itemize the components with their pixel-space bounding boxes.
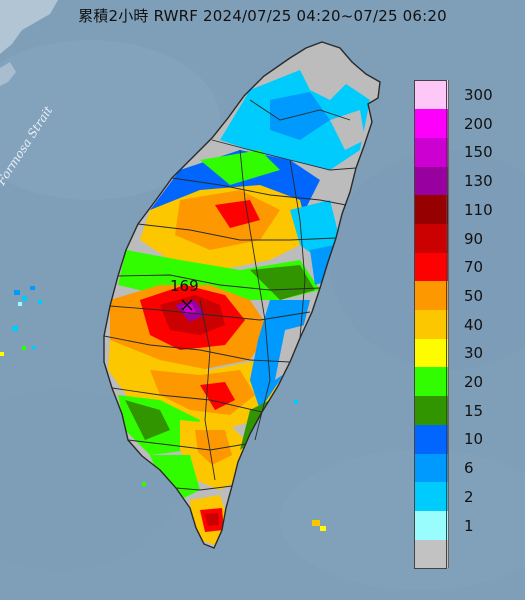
taiwan-island: [103, 41, 381, 549]
offshore-rain-cells: [0, 286, 326, 531]
legend-label: 1: [464, 516, 474, 535]
legend-label: 150: [464, 143, 493, 162]
county-borders: [103, 99, 357, 491]
legend-label: 30: [464, 344, 484, 363]
legend-label: 70: [464, 258, 484, 277]
legend-label: 110: [464, 200, 493, 219]
legend-swatch: [414, 395, 449, 425]
legend-label: 50: [464, 286, 484, 305]
legend-swatch: [414, 510, 449, 540]
legend-label: 130: [464, 172, 493, 191]
legend-swatch: [414, 80, 449, 110]
legend-swatch: [414, 166, 449, 196]
legend-swatch: [414, 338, 449, 368]
legend-swatch: [414, 453, 449, 483]
legend-swatch: [414, 481, 449, 511]
legend-swatch: [414, 539, 449, 569]
legend-label: 90: [464, 229, 484, 248]
legend-label: 6: [464, 459, 474, 478]
legend-swatch: [414, 367, 449, 397]
legend-label: 10: [464, 430, 484, 449]
legend-swatch: [414, 194, 449, 224]
legend-label: 300: [464, 86, 493, 104]
legend-swatch: [414, 424, 449, 454]
max-rainfall-marker: [181, 299, 193, 311]
legend-label: 20: [464, 373, 484, 391]
legend-swatch: [414, 223, 449, 253]
legend-label: 2: [464, 487, 474, 506]
legend-swatch: [414, 108, 449, 138]
max-value-label: 169: [170, 277, 199, 295]
legend-label: 15: [464, 401, 484, 420]
legend-swatch: [414, 309, 449, 339]
rainfall-field: [108, 60, 370, 545]
legend-label: 200: [464, 114, 493, 133]
legend-swatch: [414, 252, 449, 282]
legend-label: 40: [464, 315, 484, 334]
legend-swatch: [414, 137, 449, 167]
legend-swatch: [414, 280, 449, 311]
mainland-coast: [0, 0, 58, 86]
map-title: 累積2小時 RWRF 2024/07/25 04:20~07/25 06:20: [78, 7, 447, 25]
